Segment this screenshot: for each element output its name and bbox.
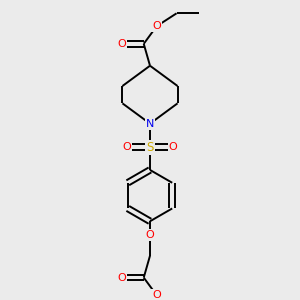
Text: O: O <box>152 21 161 31</box>
Text: O: O <box>117 39 126 49</box>
Text: O: O <box>152 290 161 300</box>
Text: O: O <box>117 273 126 283</box>
Text: O: O <box>122 142 131 152</box>
Text: O: O <box>169 142 178 152</box>
Text: O: O <box>146 230 154 240</box>
Text: N: N <box>146 118 154 129</box>
Text: S: S <box>146 141 154 154</box>
